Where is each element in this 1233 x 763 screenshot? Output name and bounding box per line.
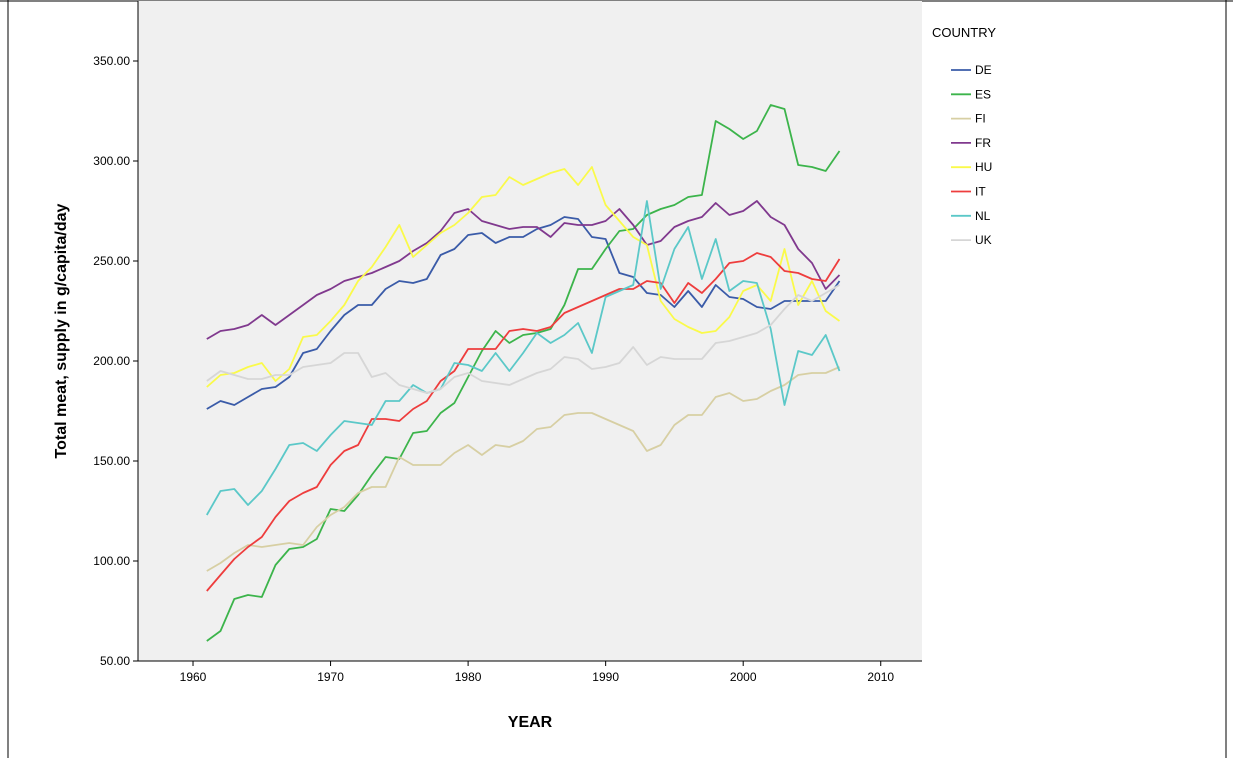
axes: 50.00 100.00 150.00 200.00 250.00 300.00 350.0… bbox=[93, 1, 922, 684]
x-tick-label: 2010 bbox=[867, 670, 894, 684]
y-tick-label: 150.00 bbox=[93, 454, 130, 468]
series-layer bbox=[206, 104, 841, 642]
y-tick-label: 250.00 bbox=[93, 254, 130, 268]
x-axis-title: YEAR bbox=[508, 714, 553, 731]
legend: COUNTRY DE ES FI FR HU IT NL UK bbox=[932, 25, 996, 247]
legend-label-fr: FR bbox=[975, 136, 991, 150]
series-line-es bbox=[206, 104, 841, 642]
x-tick-label: 1970 bbox=[317, 670, 344, 684]
series-line-nl bbox=[206, 200, 841, 516]
series-line-de bbox=[206, 216, 841, 410]
x-tick-label: 1960 bbox=[180, 670, 207, 684]
plot-area bbox=[138, 1, 922, 661]
legend-label-uk: UK bbox=[975, 233, 992, 247]
y-tick-label: 350.00 bbox=[93, 54, 130, 68]
legend-label-de: DE bbox=[975, 63, 992, 77]
series-line-hu bbox=[206, 166, 841, 388]
series-line-fr bbox=[206, 200, 841, 340]
y-tick-label: 200.00 bbox=[93, 354, 130, 368]
y-tick-label: 100.00 bbox=[93, 554, 130, 568]
legend-title: COUNTRY bbox=[932, 25, 996, 40]
legend-label-fi: FI bbox=[975, 112, 986, 126]
y-tick-label: 50.00 bbox=[100, 654, 130, 668]
x-tick-label: 1980 bbox=[455, 670, 482, 684]
series-line-fi bbox=[206, 366, 840, 572]
y-axis-title: Total meat, supply in g/capita/day bbox=[53, 203, 70, 458]
legend-label-nl: NL bbox=[975, 209, 991, 223]
x-tick-label: 2000 bbox=[730, 670, 757, 684]
series-line-it bbox=[206, 252, 841, 592]
series-line-uk bbox=[206, 284, 840, 394]
y-tick-label: 300.00 bbox=[93, 154, 130, 168]
legend-label-es: ES bbox=[975, 87, 991, 101]
x-tick-label: 1990 bbox=[592, 670, 619, 684]
legend-label-hu: HU bbox=[975, 160, 992, 174]
legend-label-it: IT bbox=[975, 185, 986, 199]
